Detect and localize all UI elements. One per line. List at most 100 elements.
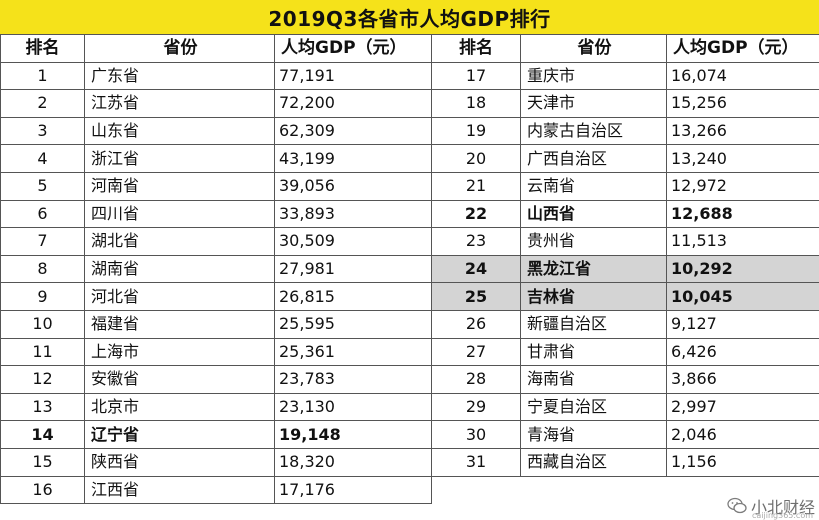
- table-row: 17 重庆市 16,074: [431, 61, 819, 91]
- gdp-cell: 33,893: [274, 199, 432, 229]
- table-row: 31 西藏自治区 1,156: [431, 447, 819, 477]
- gdp-cell: 62,309: [274, 116, 432, 146]
- table-row: 1 广东省 77,191: [0, 61, 432, 91]
- gdp-cell: 39,056: [274, 171, 432, 201]
- table-row: 29 宁夏自治区 2,997: [431, 392, 819, 422]
- province-cell: 北京市: [84, 392, 275, 422]
- table-row: 11 上海市 25,361: [0, 337, 432, 367]
- gdp-cell: 25,595: [274, 309, 432, 339]
- gdp-cell: 18,320: [274, 447, 432, 477]
- province-cell: 江西省: [84, 475, 275, 505]
- gdp-cell: 17,176: [274, 475, 432, 505]
- province-cell: 青海省: [520, 420, 667, 449]
- gdp-cell: 13,240: [666, 144, 819, 173]
- rank-cell: 26: [431, 309, 521, 339]
- province-cell: 山东省: [84, 116, 275, 146]
- gdp-cell: 43,199: [274, 144, 432, 173]
- rank-cell: 4: [0, 144, 85, 173]
- province-cell: 湖北省: [84, 227, 275, 256]
- rank-cell: 9: [0, 282, 85, 311]
- gdp-cell: 16,074: [666, 61, 819, 91]
- rank-cell: 20: [431, 144, 521, 173]
- rank-cell: 24: [431, 254, 521, 284]
- province-cell: 陕西省: [84, 447, 275, 477]
- province-cell: 海南省: [520, 365, 667, 394]
- gdp-cell: 77,191: [274, 61, 432, 91]
- rank-cell: 11: [0, 337, 85, 367]
- rank-cell: 21: [431, 171, 521, 201]
- province-cell: 西藏自治区: [520, 447, 667, 477]
- table-row: 21 云南省 12,972: [431, 171, 819, 201]
- gdp-cell: 25,361: [274, 337, 432, 367]
- province-cell: 河北省: [84, 282, 275, 311]
- gdp-cell: 13,266: [666, 116, 819, 146]
- table-row: 12 安徽省 23,783: [0, 365, 432, 394]
- gdp-cell: 72,200: [274, 89, 432, 118]
- header-rank: 排名: [431, 34, 521, 63]
- province-cell: 河南省: [84, 171, 275, 201]
- rank-cell: 5: [0, 171, 85, 201]
- table-row: 18 天津市 15,256: [431, 89, 819, 118]
- province-cell: 吉林省: [520, 282, 667, 311]
- rank-cell: 6: [0, 199, 85, 229]
- province-cell: 天津市: [520, 89, 667, 118]
- rank-cell: 17: [431, 61, 521, 91]
- province-cell: 四川省: [84, 199, 275, 229]
- province-cell: 新疆自治区: [520, 309, 667, 339]
- rank-cell: 23: [431, 227, 521, 256]
- header-gdp: 人均GDP（元）: [274, 34, 432, 63]
- province-cell: 内蒙古自治区: [520, 116, 667, 146]
- rank-cell: 16: [0, 475, 85, 505]
- province-cell: 甘肃省: [520, 337, 667, 367]
- rank-cell: 13: [0, 392, 85, 422]
- gdp-cell: 12,972: [666, 171, 819, 201]
- watermark: 小北财经: [727, 494, 815, 518]
- gdp-cell: 12,688: [666, 199, 819, 229]
- gdp-cell: 10,292: [666, 254, 819, 284]
- rank-cell: 29: [431, 392, 521, 422]
- rank-cell: 2: [0, 89, 85, 118]
- watermark-url: caijing365.com: [751, 511, 813, 520]
- province-cell: 黑龙江省: [520, 254, 667, 284]
- province-cell: 上海市: [84, 337, 275, 367]
- table-row: 8 湖南省 27,981: [0, 254, 432, 284]
- table-row: 10 福建省 25,595: [0, 309, 432, 339]
- gdp-cell: 9,127: [666, 309, 819, 339]
- table-row: 2 江苏省 72,200: [0, 89, 432, 118]
- rank-cell: 7: [0, 227, 85, 256]
- gdp-cell: 23,130: [274, 392, 432, 422]
- table-row: 14 辽宁省 19,148: [0, 420, 432, 449]
- table-row: 28 海南省 3,866: [431, 365, 819, 394]
- table-row: 30 青海省 2,046: [431, 420, 819, 449]
- table-row: 25 吉林省 10,045: [431, 282, 819, 311]
- gdp-cell: 6,426: [666, 337, 819, 367]
- table-row: 6 四川省 33,893: [0, 199, 432, 229]
- table-row: 23 贵州省 11,513: [431, 227, 819, 256]
- wechat-icon: [727, 497, 747, 514]
- rank-cell: 18: [431, 89, 521, 118]
- header-row: 排名 省份 人均GDP（元）: [431, 34, 819, 63]
- gdp-cell: 10,045: [666, 282, 819, 311]
- table-title: 2019Q3各省市人均GDP排行: [0, 0, 819, 35]
- province-cell: 广东省: [84, 61, 275, 91]
- gdp-cell: 23,783: [274, 365, 432, 394]
- province-cell: 辽宁省: [84, 420, 275, 449]
- rank-cell: 3: [0, 116, 85, 146]
- table-row: 16 江西省 17,176: [0, 475, 432, 505]
- rank-cell: 19: [431, 116, 521, 146]
- gdp-cell: 30,509: [274, 227, 432, 256]
- table-row: 22 山西省 12,688: [431, 199, 819, 229]
- province-cell: 湖南省: [84, 254, 275, 284]
- table-row: 15 陕西省 18,320: [0, 447, 432, 477]
- ranking-table-left: 排名 省份 人均GDP（元） 1 广东省 77,191 2 江苏省 72,200 3 山东省 6…: [0, 34, 432, 505]
- province-cell: 宁夏自治区: [520, 392, 667, 422]
- table-row: 5 河南省 39,056: [0, 171, 432, 201]
- ranking-table-right: 排名 省份 人均GDP（元） 17 重庆市 16,074 18 天津市 15,256 19 内…: [431, 34, 819, 477]
- table-row: 26 新疆自治区 9,127: [431, 309, 819, 339]
- gdp-cell: 11,513: [666, 227, 819, 256]
- province-cell: 浙江省: [84, 144, 275, 173]
- watermark-text: 小北财经: [750, 498, 815, 517]
- province-cell: 广西自治区: [520, 144, 667, 173]
- rank-cell: 1: [0, 61, 85, 91]
- gdp-cell: 1,156: [666, 447, 819, 477]
